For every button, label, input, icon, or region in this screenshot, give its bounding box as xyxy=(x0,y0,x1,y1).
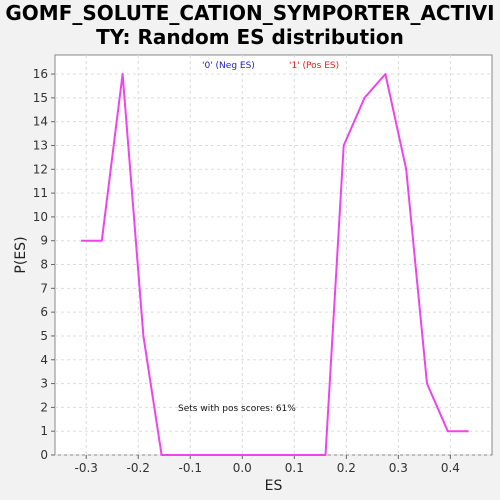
y-tick-label: 15 xyxy=(33,91,48,105)
y-tick-label: 9 xyxy=(40,234,48,248)
x-tick-label: 0.0 xyxy=(233,461,252,475)
x-tick-label: -0.3 xyxy=(75,461,98,475)
x-axis-label: ES xyxy=(265,478,283,494)
pos-score-annotation: Sets with pos scores: 61% xyxy=(178,404,296,414)
x-tick-label: -0.2 xyxy=(127,461,150,475)
y-tick-label: 12 xyxy=(33,162,48,176)
y-tick-label: 14 xyxy=(33,115,48,129)
y-tick-label: 11 xyxy=(33,186,48,200)
x-tick-label: 0.1 xyxy=(285,461,304,475)
y-tick-label: 2 xyxy=(40,400,48,414)
y-tick-label: 8 xyxy=(40,258,48,272)
y-tick-label: 4 xyxy=(40,353,48,367)
y-tick-label: 13 xyxy=(33,138,48,152)
y-tick-label: 1 xyxy=(40,424,48,438)
legend-entry-neg-es: '0' (Neg ES) xyxy=(202,61,255,71)
plot-area xyxy=(55,55,492,455)
y-axis-label: P(ES) xyxy=(13,236,29,273)
x-tick-label: 0.3 xyxy=(389,461,408,475)
x-tick-label: 0.2 xyxy=(337,461,356,475)
x-tick-label: -0.1 xyxy=(179,461,202,475)
y-tick-label: 16 xyxy=(33,67,48,81)
x-tick-label: 0.4 xyxy=(441,461,460,475)
legend-entry-pos-es: '1' (Pos ES) xyxy=(289,61,339,71)
y-tick-label: 3 xyxy=(40,377,48,391)
y-tick-label: 6 xyxy=(40,305,48,319)
y-tick-label: 5 xyxy=(40,329,48,343)
y-tick-label: 10 xyxy=(33,210,48,224)
y-tick-label: 7 xyxy=(40,281,48,295)
y-tick-label: 0 xyxy=(40,448,48,462)
